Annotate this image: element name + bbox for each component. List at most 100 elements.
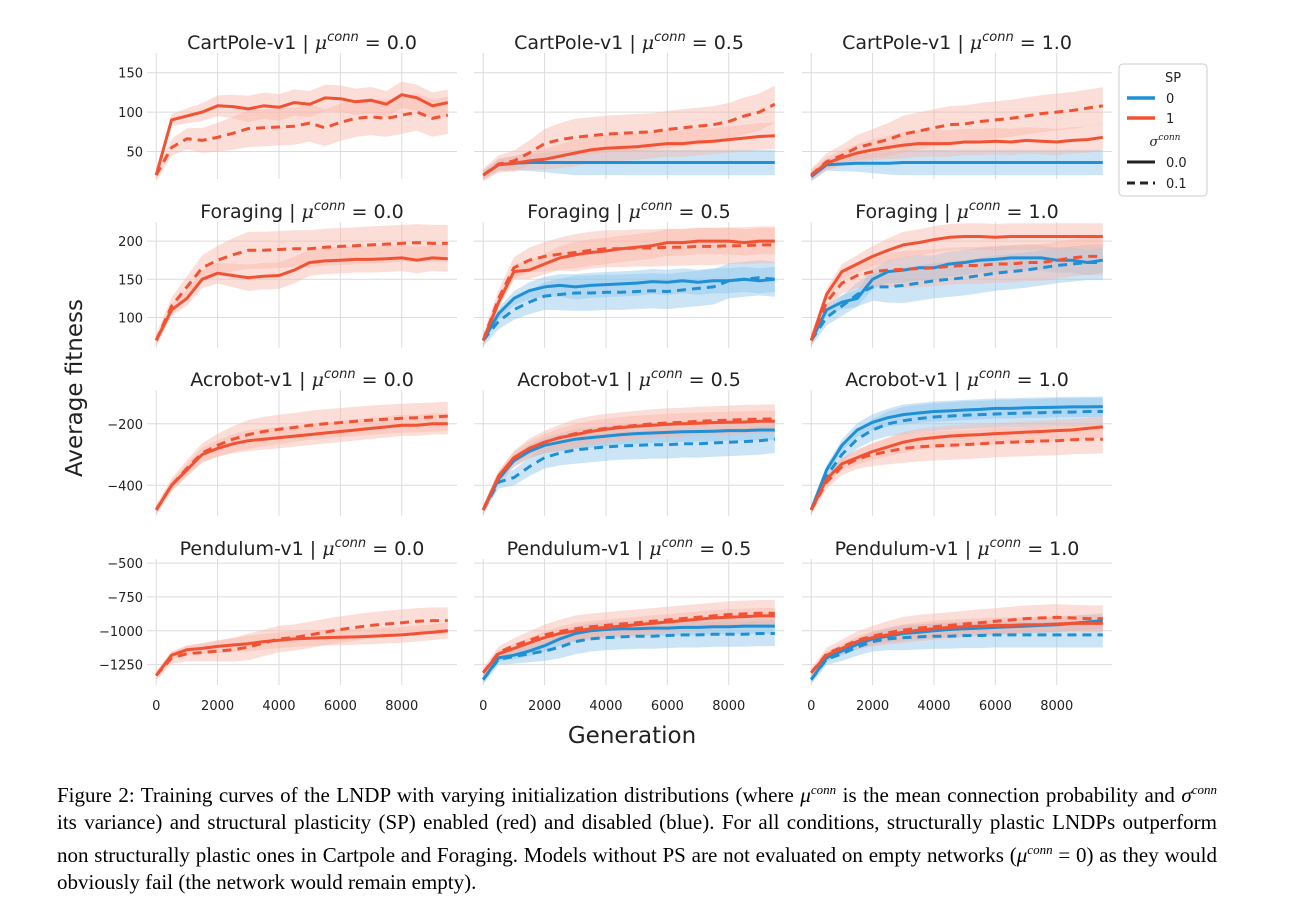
panel-title: Foraging | μconn = 0.5	[527, 199, 730, 223]
legend-sp1-label: 1	[1166, 112, 1174, 127]
band-sp0-sigma1	[483, 620, 775, 684]
panel-title: Pendulum-v1 | μconn = 1.0	[835, 536, 1080, 560]
line-sp1-sigma1	[154, 414, 448, 511]
x-tick-label: 0	[152, 699, 160, 714]
panel-title: Acrobot-v1 | μconn = 0.0	[190, 367, 414, 391]
x-axis-label: Generation	[568, 723, 696, 749]
panel-title: Acrobot-v1 | μconn = 0.5	[517, 367, 741, 391]
y-tick-label: −500	[107, 557, 143, 572]
figure-caption: Figure 2: Training curves of the LNDP wi…	[57, 776, 1217, 896]
confidence-bands	[156, 224, 448, 347]
line-sp0-sigma1	[809, 410, 1103, 511]
band-sp1-sigma0	[483, 122, 775, 180]
confidence-bands	[811, 87, 1103, 182]
band-sp1-sigma1	[811, 87, 1103, 182]
line-sp1-sigma0	[482, 614, 775, 674]
legend-sigma0-label: 0.0	[1166, 156, 1187, 171]
line-sp0-sigma1	[482, 276, 775, 342]
y-tick-label: −1250	[99, 659, 143, 674]
band-sp1-sigma1	[156, 401, 448, 515]
panel-acrobot-v1-mu-10: Acrobot-v1 | μconn = 1.0	[802, 367, 1112, 516]
band-sp1-sigma0	[483, 608, 775, 676]
caption-mu-sup: conn	[810, 782, 837, 797]
x-tick-label: 0	[807, 699, 815, 714]
panel-acrobot-v1-mu-00: Acrobot-v1 | μconn = 0.0 −200 −400	[107, 367, 457, 516]
x-tick-label: 8000	[1040, 699, 1073, 714]
y-tick-label: 100	[118, 106, 143, 121]
series-lines	[481, 417, 775, 511]
confidence-bands	[811, 396, 1103, 515]
confidence-bands	[811, 223, 1103, 347]
line-sp1-sigma0	[810, 135, 1104, 177]
legend-sp-title: SP	[1165, 71, 1181, 86]
confidence-bands	[156, 401, 448, 515]
y-tick-label: 150	[118, 67, 143, 82]
line-sp0-sigma0	[809, 405, 1103, 511]
y-axis-label: Average fitness	[62, 299, 88, 477]
caption-mu-sup-2: conn	[1027, 842, 1053, 857]
legend-sp0-label: 0	[1166, 92, 1174, 107]
x-tick-label: 0	[479, 699, 487, 714]
band-sp0-sigma0	[811, 396, 1103, 514]
line-sp1-sigma0	[809, 425, 1103, 511]
series-lines	[482, 102, 776, 177]
line-sp1-sigma1	[154, 241, 448, 342]
panel-title: CartPole-v1 | μconn = 1.0	[842, 30, 1072, 54]
x-tick-label: 4000	[589, 699, 622, 714]
x-tick-label: 6000	[651, 699, 684, 714]
line-sp0-sigma0	[481, 428, 775, 511]
panel-acrobot-v1-mu-05: Acrobot-v1 | μconn = 0.5	[474, 367, 784, 516]
line-sp1-sigma1	[482, 102, 776, 177]
y-tick-label: 50	[126, 145, 143, 160]
panel-foraging-mu-10: Foraging | μconn = 1.0	[802, 199, 1112, 348]
y-tick-label: 150	[118, 273, 143, 288]
series-lines	[809, 615, 1103, 681]
line-sp1-sigma0	[155, 629, 448, 677]
panel-title: CartPole-v1 | μconn = 0.5	[514, 30, 744, 54]
x-tick-label: 2000	[528, 699, 561, 714]
confidence-bands	[483, 600, 775, 684]
band-sp1-sigma1	[483, 226, 775, 347]
panel-title: CartPole-v1 | μconn = 0.0	[187, 30, 417, 54]
panel-cartpole-v1-mu-05: CartPole-v1 | μconn = 0.5	[474, 30, 784, 182]
line-sp1-sigma1	[809, 254, 1103, 341]
y-tick-label: −200	[107, 418, 143, 433]
band-sp0-sigma0	[811, 613, 1103, 683]
confidence-bands	[483, 226, 775, 347]
panel-cartpole-v1-mu-10: CartPole-v1 | μconn = 1.0	[802, 30, 1112, 182]
line-sp1-sigma1	[481, 243, 775, 341]
band-sp1-sigma0	[811, 124, 1103, 180]
series-lines	[154, 241, 448, 342]
band-sp1-sigma1	[811, 604, 1103, 678]
y-tick-label: 100	[118, 311, 143, 326]
line-sp1-sigma1	[482, 611, 775, 674]
caption-sigma: σ	[1181, 783, 1192, 807]
band-sp1-sigma0	[156, 413, 448, 514]
line-sp1-sigma0	[154, 256, 448, 342]
series-lines	[809, 405, 1103, 511]
caption-mu: μ	[800, 783, 811, 807]
panel-title: Foraging | μconn = 1.0	[855, 199, 1058, 223]
panel-title: Pendulum-v1 | μconn = 0.0	[180, 536, 425, 560]
y-tick-label: −1000	[99, 625, 143, 640]
panel-title: Acrobot-v1 | μconn = 1.0	[845, 367, 1069, 391]
line-sp0-sigma1	[810, 633, 1103, 681]
panel-cartpole-v1-mu-00: CartPole-v1 | μconn = 0.0 150 100 50	[118, 30, 457, 182]
band-sp1-sigma0	[483, 410, 775, 514]
panel-title: Foraging | μconn = 0.0	[200, 199, 403, 223]
band-sp0-sigma0	[811, 149, 1103, 181]
legend-sigma1-label: 0.1	[1166, 177, 1187, 192]
band-sp1-sigma1	[156, 93, 448, 182]
band-sp1-sigma0	[811, 223, 1103, 345]
caption-sigma-sup: conn	[1191, 782, 1217, 797]
x-tick-label: 2000	[201, 699, 234, 714]
band-sp1-sigma0	[483, 227, 775, 345]
panel-pendulum-v1-mu-05: Pendulum-v1 | μconn = 0.5 0 2000 4000 6000 80…	[474, 536, 784, 714]
line-sp1-sigma1	[481, 417, 775, 511]
panels-grid: CartPole-v1 | μconn = 0.015010050CartPol…	[99, 30, 1112, 714]
line-sp0-sigma1	[809, 261, 1103, 342]
panel-foraging-mu-00: Foraging | μconn = 0.0 200 150 100	[118, 199, 457, 348]
line-sp0-sigma1	[482, 632, 775, 681]
series-lines	[809, 235, 1104, 342]
line-sp0-sigma0	[482, 161, 775, 177]
